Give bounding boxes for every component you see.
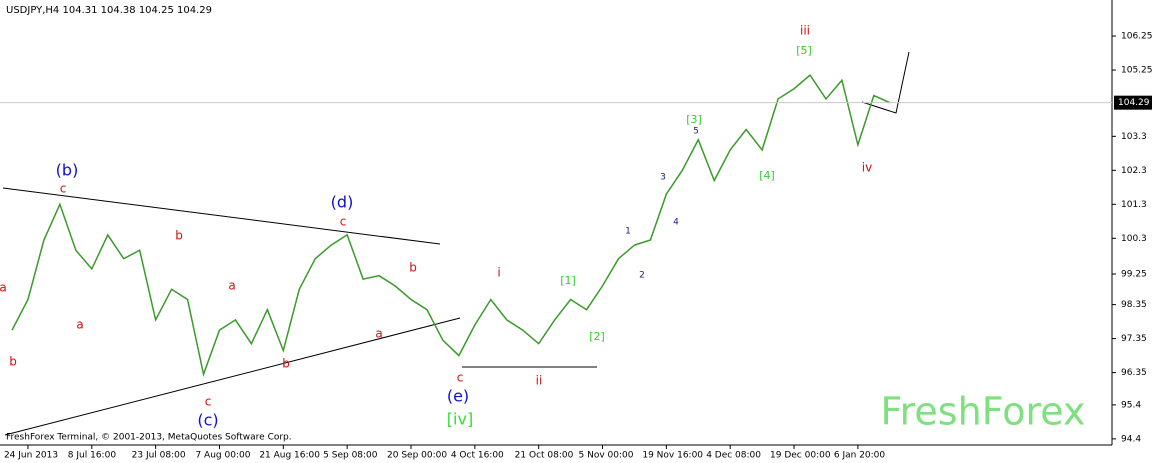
wave-label: 1 (625, 227, 631, 237)
y-tick-label: 105.25 (1121, 66, 1153, 76)
wave-label: ii (536, 374, 543, 388)
projection-line (861, 51, 910, 114)
y-tick-label: 95.4 (1121, 400, 1141, 410)
y-tick-label: 106.25 (1121, 32, 1153, 42)
wave-label: iv (862, 161, 872, 175)
price-line (11, 74, 891, 378)
y-tick-label: 101.3 (1121, 200, 1147, 210)
wave-label: b (409, 261, 417, 275)
wave-label: b (175, 229, 183, 243)
wave-label: (c) (197, 411, 218, 430)
chart-title: USDJPY,H4 104.31 104.38 104.25 104.29 (6, 5, 212, 16)
x-tick-label: 5 Nov 00:00 (579, 451, 634, 461)
wave-label: c (457, 371, 464, 385)
wave-label: i (497, 266, 500, 280)
wave-label: c (205, 395, 212, 409)
wave-label: c (340, 215, 347, 229)
x-tick-label: 23 Jul 08:00 (132, 451, 186, 461)
wave-label: (d) (331, 193, 354, 212)
x-tick-label: 4 Oct 16:00 (451, 451, 504, 461)
trend-line (4, 317, 461, 436)
wave-label: c (60, 182, 67, 196)
wave-label: 5 (693, 127, 699, 137)
y-tick-label: 103.3 (1121, 132, 1147, 142)
wave-label: 3 (660, 173, 666, 183)
wave-label: iii (800, 24, 810, 38)
wave-label: 4 (673, 218, 679, 228)
y-tick-label: 100.3 (1121, 234, 1147, 244)
watermark: FreshForex (881, 390, 1086, 434)
x-tick-label: 21 Aug 16:00 (259, 451, 320, 461)
wave-label: (e) (447, 387, 469, 406)
x-tick-label: 7 Aug 00:00 (195, 451, 250, 461)
wave-label: a (76, 318, 83, 332)
y-tick-label: 98.35 (1121, 300, 1147, 310)
current-price-label: 104.29 (1118, 98, 1150, 108)
y-tick-label: 94.4 (1121, 434, 1141, 444)
wave-label: [3] (686, 113, 702, 126)
copyright: FreshForex Terminal, © 2001-2013, MetaQu… (6, 433, 292, 443)
x-tick-label: 20 Sep 00:00 (387, 451, 447, 461)
wave-label: b (9, 355, 17, 369)
x-tick-label: 4 Dec 08:00 (706, 451, 761, 461)
wave-label: (b) (56, 161, 79, 180)
wave-label: [4] (759, 169, 775, 182)
y-tick-label: 97.35 (1121, 334, 1147, 344)
y-tick-label: 96.35 (1121, 368, 1147, 378)
current-price-box (1114, 95, 1152, 110)
x-tick-label: 6 Jan 20:00 (834, 451, 886, 461)
wave-label: a (375, 327, 382, 341)
wave-label: 2 (639, 271, 645, 281)
wave-label: [iv] (447, 410, 473, 429)
wave-label: [2] (589, 330, 605, 343)
wave-label: b (282, 357, 290, 371)
x-tick-label: 21 Oct 08:00 (515, 451, 574, 461)
trend-line (2, 187, 441, 245)
x-tick-label: 5 Sep 08:00 (323, 451, 378, 461)
wave-label: [5] (796, 44, 812, 57)
wave-label: a (228, 279, 235, 293)
x-tick-label: 19 Nov 16:00 (642, 451, 703, 461)
wave-label: a (0, 281, 7, 295)
wave-label: [1] (560, 274, 576, 287)
y-tick-label: 102.3 (1121, 166, 1147, 176)
y-tick-label: 99.25 (1121, 270, 1147, 280)
x-tick-label: 8 Jul 16:00 (68, 451, 117, 461)
x-tick-label: 24 Jun 2013 (4, 451, 58, 461)
x-tick-label: 19 Dec 00:00 (770, 451, 831, 461)
